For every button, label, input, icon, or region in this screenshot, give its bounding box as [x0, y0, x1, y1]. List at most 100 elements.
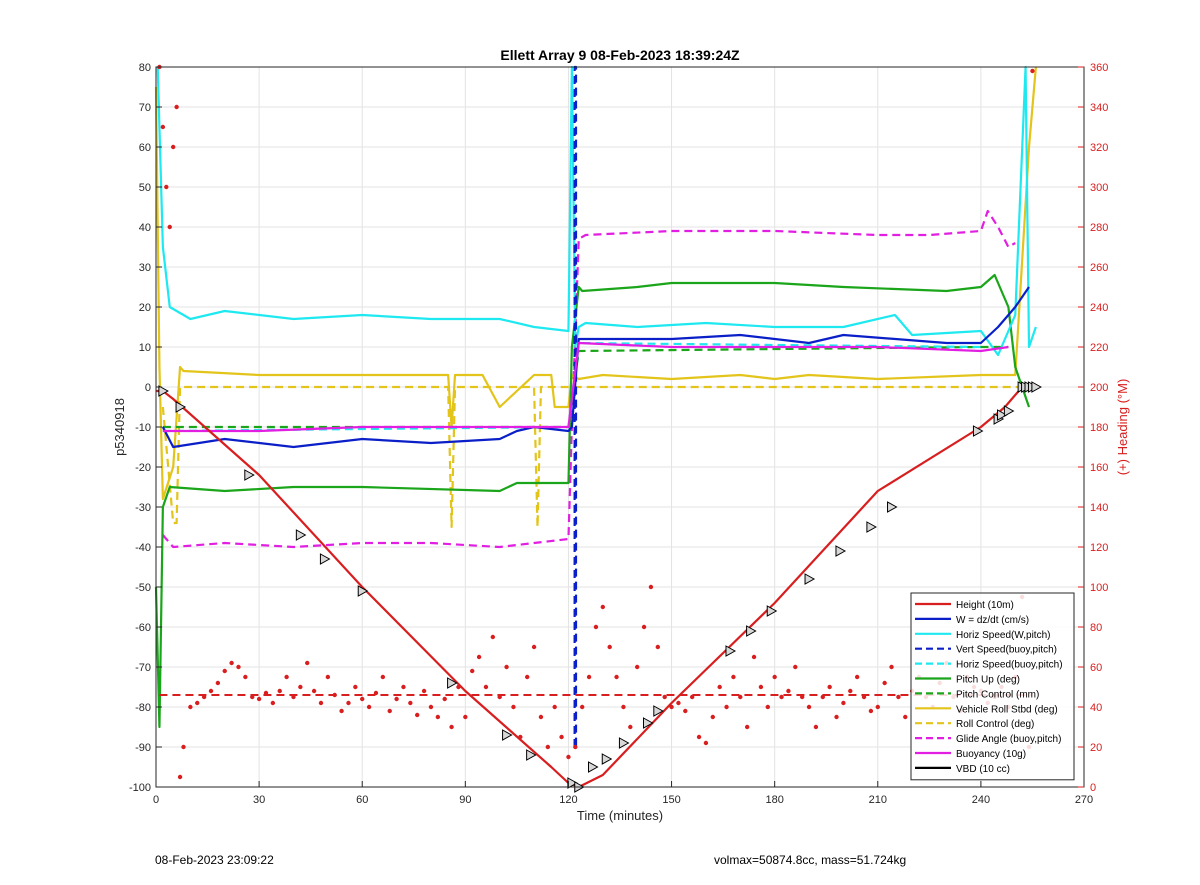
y-tick-label: 80 [139, 62, 151, 74]
heading-point [504, 664, 509, 670]
heading-point [669, 704, 674, 710]
right-tick-label: 260 [1090, 262, 1108, 274]
heading-point [655, 644, 661, 650]
heading-point [483, 684, 489, 690]
heading-point [875, 704, 880, 710]
y-axis-label: p5340918 [112, 398, 127, 456]
right-tick-label: 280 [1090, 222, 1108, 234]
marker-triangle [244, 469, 255, 481]
marker-triangle [447, 677, 458, 689]
heading-point [470, 668, 475, 674]
x-axis-label: Time (minutes) [577, 808, 663, 823]
heading-point [222, 668, 227, 674]
heading-point [346, 700, 351, 706]
heading-point [435, 714, 441, 720]
chart-title: Ellett Array 9 08-Feb-2023 18:39:24Z [500, 47, 740, 63]
legend: Height (10m) W = dz/dt (cm/s) Horiz Speed(… [910, 592, 1075, 781]
series-line-vehicle-roll-stbd-deg [154, 66, 1037, 501]
right-tick-label: 140 [1090, 502, 1108, 514]
heading-point [1030, 68, 1035, 74]
y-tick-label: -80 [135, 702, 151, 714]
heading-point [291, 694, 296, 700]
legend-label-roll-control-deg: Roll Control (deg) [956, 719, 1034, 730]
marker-triangle [866, 521, 877, 533]
marker-triangle [804, 573, 816, 585]
heading-point [339, 708, 344, 714]
heading-point [360, 696, 365, 702]
right-tick-label: 80 [1090, 622, 1102, 634]
marker-triangle [158, 385, 169, 397]
heading-point [765, 704, 770, 710]
heading-point [903, 714, 908, 720]
heading-point [263, 690, 269, 696]
legend-label-vehicle-roll-stbd-deg: Vehicle Roll Stbd (deg) [956, 704, 1058, 715]
heading-point [298, 684, 303, 690]
heading-layer [157, 64, 1035, 780]
heading-point [751, 654, 757, 660]
heading-point [793, 664, 798, 670]
heading-point [408, 700, 413, 706]
right-tick-label: 120 [1090, 542, 1108, 554]
heading-point [387, 708, 392, 714]
heading-point [896, 694, 901, 700]
right-tick-label: 60 [1090, 662, 1102, 674]
heading-point [573, 744, 578, 750]
heading-point [525, 674, 530, 680]
marker-triangle [295, 529, 307, 541]
x-tick-label: 30 [253, 794, 265, 806]
right-tick-label: 160 [1090, 462, 1108, 474]
marker-triangle [746, 625, 757, 637]
heading-point [579, 704, 585, 710]
right-tick-label: 340 [1090, 102, 1108, 114]
legend-label-horiz-speed-buoy-pitch: Horiz Speed(buoy,pitch) [956, 660, 1063, 671]
y-tick-label: 50 [139, 182, 151, 194]
heading-point [600, 604, 606, 610]
footer-vehicle-info: volmax=50874.8cc, mass=51.724kg [714, 853, 907, 867]
x-tick-label: 60 [356, 794, 368, 806]
x-tick-label: 150 [662, 794, 680, 806]
heading-point [676, 700, 681, 706]
right-tick-label: 320 [1090, 142, 1108, 154]
heading-point [373, 690, 379, 696]
marker-triangle [1003, 405, 1015, 417]
legend-box [910, 592, 1075, 781]
series-layer [154, 65, 1037, 789]
heading-point [889, 664, 894, 670]
y-axis-ticks: -100-90-80-70-60-50-40-30-20-10010203040… [129, 62, 162, 794]
marker-triangle [887, 501, 898, 513]
legend-label-glide-angle-buoy-pitch: Glide Angle (buoy,pitch) [956, 734, 1061, 745]
heading-point [167, 224, 172, 230]
heading-point [428, 704, 434, 710]
legend-label-horiz-speed-w-pitch: Horiz Speed(W,pitch) [956, 630, 1050, 641]
heading-point [744, 724, 750, 730]
heading-point [353, 684, 358, 690]
marker-triangle [997, 409, 1008, 421]
y-tick-label: -100 [129, 782, 151, 794]
heading-point [634, 664, 640, 670]
heading-point [201, 694, 207, 700]
heading-point [511, 704, 516, 710]
heading-point [820, 694, 825, 700]
heading-point [799, 694, 805, 700]
heading-point [174, 104, 179, 110]
heading-point [861, 694, 867, 700]
heading-point [628, 724, 633, 730]
heading-point [442, 696, 447, 702]
heading-point [827, 684, 832, 690]
right-tick-label: 40 [1090, 702, 1102, 714]
marker-triangle [567, 777, 578, 789]
right-axis-ticks: 0 20 40 60 80 100 120 140 160 180 200 220 240 260 280 3… [1078, 62, 1108, 794]
heading-point [311, 688, 317, 694]
heading-point [559, 734, 564, 740]
heading-point [476, 654, 482, 660]
heading-point [545, 744, 551, 750]
y-tick-label: -20 [135, 462, 151, 474]
x-tick-label: 0 [153, 794, 159, 806]
series-line-horiz-speed-w-pitch [156, 65, 1037, 357]
legend-label-w-dz-dt-cm-s: W = dz/dt (cm/s) [956, 615, 1029, 626]
heading-point [648, 584, 654, 590]
marker-triangle [357, 585, 369, 597]
heading-point [717, 684, 722, 690]
right-tick-label: 300 [1090, 182, 1108, 194]
y-tick-label: 40 [139, 222, 151, 234]
